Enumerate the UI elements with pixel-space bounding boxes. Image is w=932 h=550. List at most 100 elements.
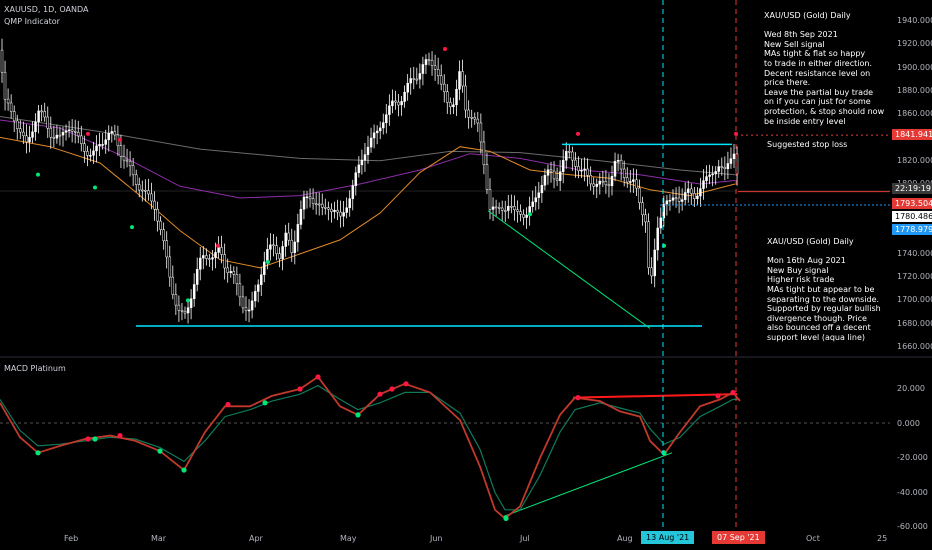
candle-body xyxy=(278,253,281,260)
candle-body xyxy=(226,267,229,273)
macd-sell-dot xyxy=(225,401,231,408)
candle-body xyxy=(104,139,107,145)
candle-body xyxy=(568,151,571,153)
price-tick-label: 1900.000 xyxy=(897,62,932,72)
macd-buy-dot xyxy=(35,450,41,456)
candle-body xyxy=(351,185,355,200)
macd-buy-dot xyxy=(503,515,509,521)
candle-body xyxy=(73,131,77,133)
candle-body xyxy=(537,192,541,198)
macd-buy-dot xyxy=(157,448,163,454)
candle-body xyxy=(385,114,388,123)
candle-body xyxy=(683,192,687,200)
candle-body xyxy=(55,134,59,139)
candle-body xyxy=(644,214,647,223)
candle-body xyxy=(406,82,409,93)
candle-body xyxy=(80,135,83,144)
candle-body xyxy=(0,49,4,73)
buy-signal-dot xyxy=(93,185,97,190)
candle-body xyxy=(153,200,156,210)
buy-signal-dot xyxy=(266,260,270,265)
candle-body xyxy=(470,117,473,119)
candle-body xyxy=(275,245,278,254)
price-tick-label: 1680.000 xyxy=(897,318,932,328)
candle-body xyxy=(565,151,568,161)
price-tick-label: 1920.000 xyxy=(897,39,932,49)
candle-body xyxy=(269,244,272,250)
candle-body xyxy=(391,100,394,107)
candle-body xyxy=(299,209,303,225)
candle-body xyxy=(397,101,400,106)
sell-note: XAU/USD (Gold) Daily Wed 8th Sep 2021 Ne… xyxy=(764,11,885,126)
candle-body xyxy=(89,155,92,157)
candle-body xyxy=(464,85,467,111)
sell-signal-dot xyxy=(734,131,738,136)
candle-body xyxy=(394,100,397,103)
candle-body xyxy=(253,291,257,302)
sell-signal-dot xyxy=(443,46,447,51)
macd-tick-label: -40.000 xyxy=(897,487,928,497)
x-label-oct: Oct xyxy=(806,534,820,543)
candle-body xyxy=(696,195,699,199)
candle-body xyxy=(714,171,717,175)
price-tick-label: 1740.000 xyxy=(897,248,932,258)
candle-body xyxy=(321,203,324,208)
indicator-label[interactable]: QMP Indicator xyxy=(4,17,60,26)
candle-body xyxy=(677,197,681,202)
candle-body xyxy=(308,196,312,200)
candle-body xyxy=(635,179,638,189)
candle-body xyxy=(214,252,217,258)
macd-sell-dot xyxy=(389,386,395,392)
candle-body xyxy=(449,102,452,108)
x-label-jun: Jun xyxy=(430,534,443,543)
candle-body xyxy=(647,221,650,268)
candle-body xyxy=(171,276,175,295)
candle-body xyxy=(558,171,562,181)
candle-body xyxy=(317,203,321,206)
candle-body xyxy=(189,298,193,308)
ma-slow-line xyxy=(0,116,736,176)
ma-fast-line xyxy=(0,136,736,269)
candle-body xyxy=(83,143,86,152)
candle-body xyxy=(192,284,196,300)
candle-body xyxy=(31,131,34,138)
macd-label[interactable]: MACD Platinum xyxy=(4,364,66,373)
candle-body xyxy=(345,207,348,213)
candle-body xyxy=(217,247,220,253)
candle-body xyxy=(147,190,150,195)
candle-body xyxy=(656,227,659,251)
candle-body xyxy=(199,257,202,270)
candle-body xyxy=(180,310,184,312)
candle-body xyxy=(156,208,159,222)
buy-date-tag: 13 Aug '21 xyxy=(641,531,695,544)
candle-body xyxy=(690,188,693,194)
candle-body xyxy=(183,311,187,314)
candle-body xyxy=(702,180,705,189)
candle-body xyxy=(263,261,266,275)
candle-body xyxy=(720,166,724,168)
candle-body xyxy=(272,244,275,247)
candle-body xyxy=(232,271,236,275)
candle-body xyxy=(162,229,165,241)
candle-body xyxy=(717,166,720,172)
candle-body xyxy=(705,176,708,181)
candle-body xyxy=(424,59,428,65)
date-marker-lines xyxy=(662,0,737,530)
candle-body xyxy=(580,169,583,172)
candle-body xyxy=(137,184,141,191)
candle-body xyxy=(70,129,74,132)
candle-body xyxy=(327,207,330,210)
candle-body xyxy=(107,132,110,141)
candle-body xyxy=(293,241,297,253)
candle-body xyxy=(552,170,556,180)
candle-body xyxy=(632,179,635,182)
symbol-label[interactable]: XAUUSD, 1D, OANDA xyxy=(4,5,89,14)
buy-signal-dot xyxy=(36,172,40,177)
candle-body xyxy=(125,159,129,162)
macd-sell-dot xyxy=(297,386,303,392)
candle-body xyxy=(287,232,290,241)
candle-body xyxy=(452,104,455,108)
candle-body xyxy=(443,83,446,92)
candle-body xyxy=(3,72,7,100)
